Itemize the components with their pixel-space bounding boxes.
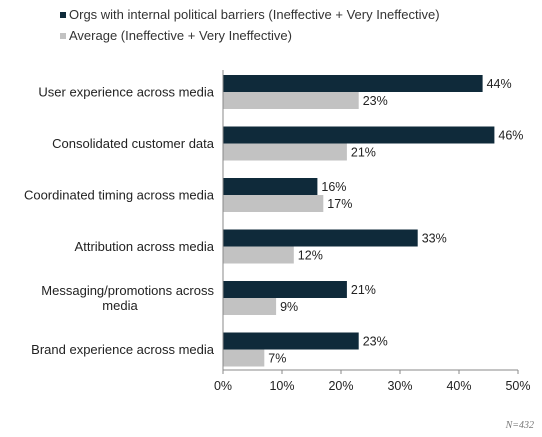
legend-swatch-dark [60,11,66,18]
bar-average-2 [223,195,324,212]
value-label-average-0: 23% [363,94,388,108]
legend-item-average: Average (Ineffective + Very Ineffective) [60,25,440,46]
legend-item-orgs-political-barriers: Orgs with internal political barriers (I… [60,4,440,25]
bar-average-3 [223,246,294,264]
legend-swatch-gray [60,32,66,39]
bar-orgs-0 [223,75,483,92]
category-label-0: User experience across media [38,85,214,100]
bar-orgs-3 [223,229,418,247]
category-label-4-line-1: media [102,298,138,313]
legend: Orgs with internal political barriers (I… [60,4,440,46]
value-label-orgs-1: 46% [498,129,523,143]
category-label-4-line-0: Messaging/promotions across [41,283,214,298]
category-label-3: Attribution across media [75,239,215,254]
bar-orgs-5 [223,332,359,350]
bar-orgs-1 [223,126,495,144]
value-label-average-2: 17% [327,197,352,211]
legend-label-average: Average (Ineffective + Very Ineffective) [69,28,292,43]
x-tick-label-4: 40% [446,379,471,393]
bar-average-1 [223,143,347,161]
value-label-average-4: 9% [280,300,298,314]
value-label-orgs-0: 44% [487,77,512,91]
value-label-orgs-3: 33% [422,232,447,246]
value-label-average-3: 12% [298,249,323,263]
value-label-orgs-5: 23% [363,335,388,349]
bar-average-5 [223,349,265,367]
sample-size-note: N=432 [505,420,534,431]
bar-average-0 [223,92,359,109]
category-label-5: Brand experience across media [31,342,215,357]
value-label-orgs-4: 21% [351,283,376,297]
legend-label-orgs-political-barriers: Orgs with internal political barriers (I… [69,7,440,22]
bar-orgs-4 [223,281,347,298]
x-tick-label-5: 50% [505,379,530,393]
value-label-average-1: 21% [351,146,376,160]
x-tick-label-2: 20% [328,379,353,393]
value-label-orgs-2: 16% [321,180,346,194]
x-tick-label-3: 30% [387,379,412,393]
category-label-1: Consolidated customer data [52,136,215,151]
bar-average-4 [223,298,277,315]
value-label-average-5: 7% [268,352,286,366]
x-tick-label-1: 10% [269,379,294,393]
bar-orgs-2 [223,178,318,195]
category-label-2: Coordinated timing across media [24,188,215,203]
x-tick-label-0: 0% [214,379,232,393]
